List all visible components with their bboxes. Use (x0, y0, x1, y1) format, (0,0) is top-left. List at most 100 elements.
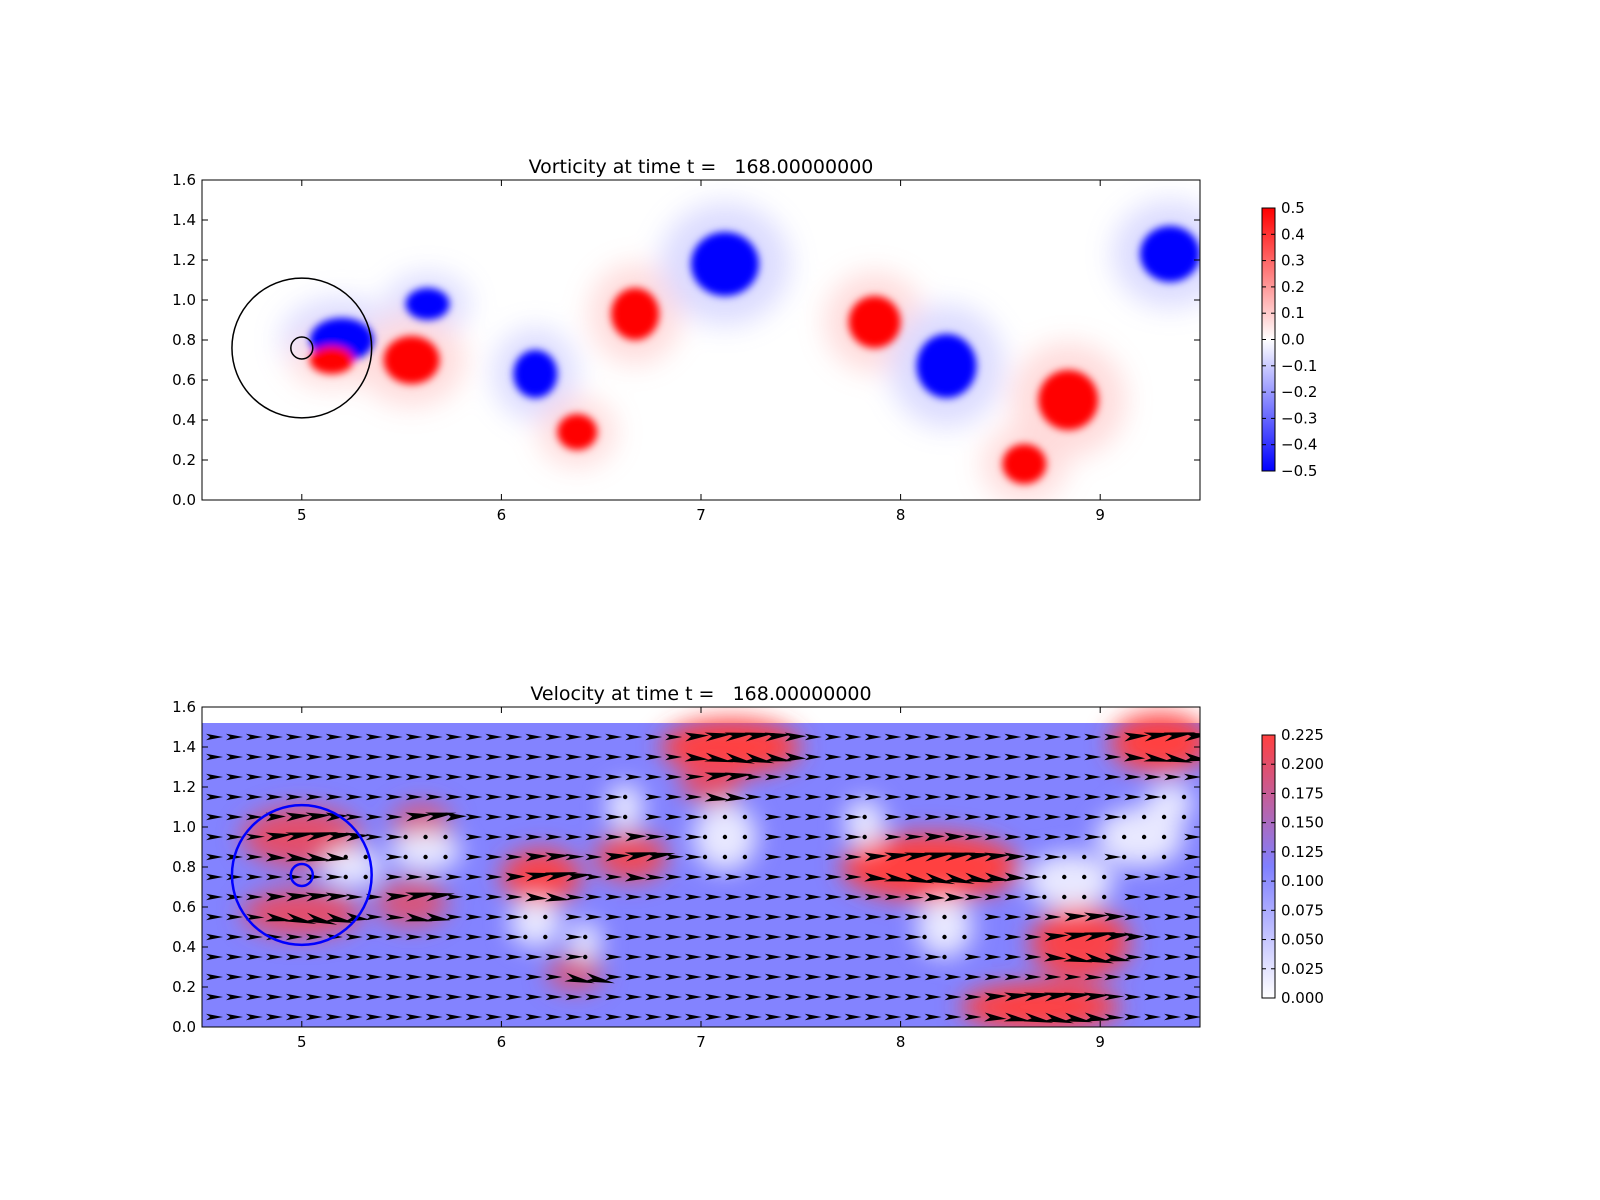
quiver-arrow (844, 813, 862, 821)
quiver-arrow (385, 993, 403, 1001)
quiver-arrow (285, 973, 303, 981)
quiver-dot (622, 814, 628, 820)
quiver-arrow (725, 1013, 742, 1021)
quiver-arrow (445, 953, 463, 961)
quiver-arrow (884, 913, 902, 921)
quiver-dot (962, 934, 967, 940)
quiver-dot (523, 934, 528, 940)
quiver-arrow (1164, 1013, 1182, 1021)
quiver-arrow (226, 793, 243, 801)
quiver-arrow (345, 753, 363, 761)
quiver-dot (1101, 874, 1107, 880)
quiver-arrow (964, 852, 994, 862)
quiver-arrow (525, 813, 543, 821)
quiver-arrow (1084, 833, 1102, 841)
quiver-arrow (206, 953, 223, 961)
quiver-arrow (1184, 1013, 1200, 1021)
quiver-arrow (844, 953, 862, 961)
quiver-arrow (964, 733, 982, 741)
fast-region (547, 955, 604, 991)
quiver-arrow (1124, 773, 1142, 781)
quiver-arrow (944, 993, 962, 1001)
quiver-arrow (405, 1013, 423, 1021)
quiver-arrow (345, 933, 363, 941)
quiver-arrow (944, 1013, 962, 1021)
quiver-arrow (325, 892, 349, 902)
quiver-arrow (964, 773, 982, 781)
quiver-arrow (1063, 1012, 1093, 1023)
quiver-arrow (904, 793, 922, 801)
quiver-arrow (1043, 952, 1067, 962)
quiver-arrow (645, 733, 663, 741)
quiver-arrow (325, 812, 349, 822)
quiver-arrow (285, 933, 303, 941)
quiver-arrow (245, 753, 263, 761)
quiver-arrow (884, 833, 902, 841)
quiver-arrow (465, 793, 483, 801)
colorbar-tick-label: 0.200 (1281, 755, 1324, 773)
quiver-arrow (1024, 953, 1042, 961)
quiver-dot (922, 914, 927, 920)
quiver-arrow (385, 733, 403, 741)
quiver-arrow (465, 953, 483, 961)
quiver-arrow (724, 772, 753, 782)
quiver-arrow (764, 993, 782, 1001)
quiver-arrow (1004, 953, 1022, 961)
fast-region (840, 833, 1021, 901)
quiver-arrow (764, 853, 782, 861)
quiver-arrow (864, 793, 882, 801)
quiver-arrow (365, 733, 383, 741)
quiver-arrow (1024, 893, 1042, 901)
quiver-arrow (624, 852, 658, 862)
quiver-arrow (904, 1013, 922, 1021)
quiver-dot (543, 934, 548, 940)
quiver-arrow (425, 973, 443, 981)
quiver-arrow (485, 953, 503, 961)
y-tick-label: 0.2 (172, 978, 196, 996)
quiver-arrow (265, 993, 283, 1001)
quiver-arrow (804, 733, 822, 741)
quiver-dot (1062, 874, 1067, 880)
quiver-arrow (1044, 973, 1062, 981)
quiver-dot (363, 874, 368, 880)
quiver-arrow (1144, 913, 1162, 921)
quiver-arrow (385, 953, 403, 961)
quiver-arrow (605, 873, 623, 881)
quiver-arrow (605, 773, 623, 781)
vorticity-panel: Vorticity at time t = 168.00000000 5 6 7 8 9… (172, 156, 1317, 524)
quiver-arrow (485, 933, 503, 941)
quiver-arrow (904, 773, 922, 781)
quiver-arrow (265, 852, 286, 862)
quiver-arrow (404, 912, 433, 922)
quiver-arrow (764, 752, 792, 762)
colorbar-tick-label: 0.100 (1281, 872, 1324, 890)
quiver-arrow (824, 813, 842, 821)
quiver-arrow (1084, 973, 1103, 981)
quiver-arrow (385, 933, 403, 941)
colorbar-tick-label: 0.125 (1281, 843, 1324, 861)
quiver-arrow (904, 753, 922, 761)
quiver-arrow (565, 753, 583, 761)
quiver-dot (423, 834, 428, 840)
quiver-dot (543, 914, 548, 920)
quiver-arrow (465, 973, 483, 981)
x-tick-label: 7 (696, 1033, 706, 1051)
quiver-arrow (665, 813, 683, 821)
quiver-arrow (784, 732, 807, 742)
quiver-dot (1121, 854, 1127, 860)
quiver-dot (622, 794, 628, 800)
quiver-arrow (1143, 732, 1175, 742)
quiver-arrow (665, 973, 683, 981)
quiver-arrow (365, 833, 383, 841)
quiver-arrow (285, 852, 311, 862)
colorbar-tick-label: 0.0 (1281, 331, 1305, 349)
quiver-arrow (585, 813, 603, 821)
quiver-arrow (265, 733, 283, 741)
quiver-arrow (725, 893, 742, 901)
vorticity-title: Vorticity at time t = 168.00000000 (529, 156, 874, 178)
quiver-arrow (984, 733, 1002, 741)
y-tick-label: 0.4 (172, 938, 196, 956)
quiver-arrow (1104, 853, 1122, 861)
quiver-arrow (924, 773, 942, 781)
y-tick-label: 1.6 (172, 171, 196, 189)
